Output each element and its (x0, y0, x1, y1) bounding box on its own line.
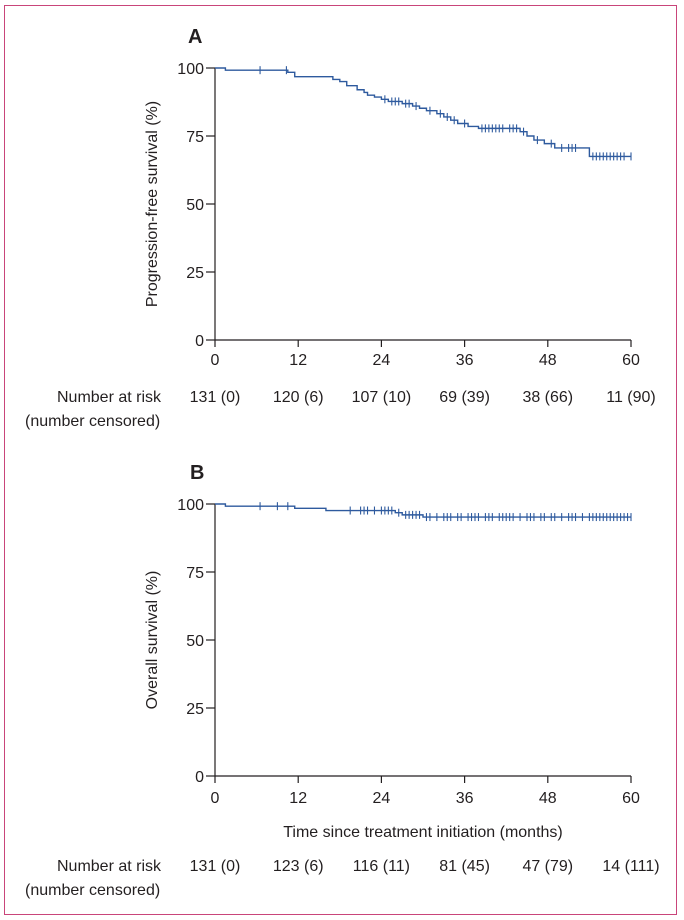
panel-b-risk-row: 131 (0) 123 (6) 116 (11) 81 (45) 47 (79) 14 (… (190, 858, 660, 875)
panel-b-axes: 0 25 50 75 100 0 12 24 36 48 60 (177, 497, 640, 807)
panel-b-letter: B (190, 462, 204, 484)
panel-b-x-tick-label: 48 (539, 790, 557, 807)
panel-b-y-tick-label: 100 (177, 497, 204, 514)
panel-b-y-tick-label: 75 (186, 565, 204, 582)
panel-b-risk-value: 14 (111) (602, 858, 659, 875)
panel-a-y-axis-label: Progression-free survival (%) (144, 101, 161, 307)
panel-a-risk-sublabel: (number censored) (25, 413, 160, 430)
panel-b-plot-area (215, 502, 632, 522)
figure-frame (4, 5, 677, 915)
panel-a-x-tick-label: 12 (289, 352, 307, 369)
panel-b-risk-value: 116 (11) (353, 858, 410, 875)
panel-b-risk-value: 81 (45) (439, 858, 490, 875)
panel-b-y-tick-label: 0 (195, 769, 204, 786)
panel-a-risk-value: 131 (0) (190, 389, 241, 406)
panel-a-risk-value: 69 (39) (439, 389, 490, 406)
panel-a-y-tick-label: 25 (186, 265, 204, 282)
panel-b-risk-label: Number at risk (57, 858, 162, 875)
panel-a-y-tick-label: 100 (177, 61, 204, 78)
panel-b-x-tick-label: 0 (211, 790, 220, 807)
panel-b-risk-sublabel: (number censored) (25, 882, 160, 899)
panel-b-y-tick-label: 50 (186, 633, 204, 650)
panel-a-x-tick-label: 36 (456, 352, 474, 369)
panel-b-risk-value: 47 (79) (522, 858, 573, 875)
panel-b-risk-value: 131 (0) (190, 858, 241, 875)
panel-a-y-tick-label: 50 (186, 197, 204, 214)
panel-b-y-axis-label: Overall survival (%) (144, 571, 161, 710)
panel-a-y-tick-label: 0 (195, 333, 204, 350)
panel-a-x-tick-label: 24 (373, 352, 391, 369)
panel-b-os: B Overall survival (%) 0 25 50 75 100 0 12 24 36… (25, 462, 660, 899)
panel-b-x-tick-label: 60 (622, 790, 640, 807)
panel-a-y-tick-label: 75 (186, 129, 204, 146)
panel-b-x-tick-label: 24 (373, 790, 391, 807)
panel-a-risk-row: 131 (0) 120 (6) 107 (10) 69 (39) 38 (66) 11 (… (190, 389, 656, 406)
panel-a-risk-value: 107 (10) (352, 389, 412, 406)
panel-a-risk-value: 11 (90) (606, 389, 656, 406)
panel-b-y-tick-label: 25 (186, 701, 204, 718)
panel-a-plot-area (215, 66, 632, 161)
panel-b-x-tick-label: 12 (289, 790, 307, 807)
panel-a-x-tick-label: 48 (539, 352, 557, 369)
panel-a-x-tick-label: 60 (622, 352, 640, 369)
panel-a-survival-curve (215, 67, 631, 158)
panel-b-risk-value: 123 (6) (273, 858, 324, 875)
panel-b-x-tick-label: 36 (456, 790, 474, 807)
panel-a-risk-label: Number at risk (57, 389, 162, 406)
panel-b-x-axis-label: Time since treatment initiation (months) (283, 824, 563, 841)
panel-a-axes: 0 25 50 75 100 0 12 24 36 48 60 (177, 61, 640, 369)
panel-a-pfs: A Progression-free survival (%) 0 25 50 75 1… (25, 26, 656, 430)
panel-a-letter: A (188, 26, 202, 48)
panel-a-risk-value: 120 (6) (273, 389, 324, 406)
panel-a-risk-value: 38 (66) (522, 389, 573, 406)
panel-a-x-tick-label: 0 (211, 352, 220, 369)
